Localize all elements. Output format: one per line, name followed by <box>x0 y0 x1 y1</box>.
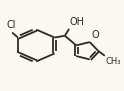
Text: O: O <box>92 30 99 40</box>
Text: CH₃: CH₃ <box>105 57 121 66</box>
Text: Cl: Cl <box>7 20 16 30</box>
Text: OH: OH <box>70 17 85 27</box>
